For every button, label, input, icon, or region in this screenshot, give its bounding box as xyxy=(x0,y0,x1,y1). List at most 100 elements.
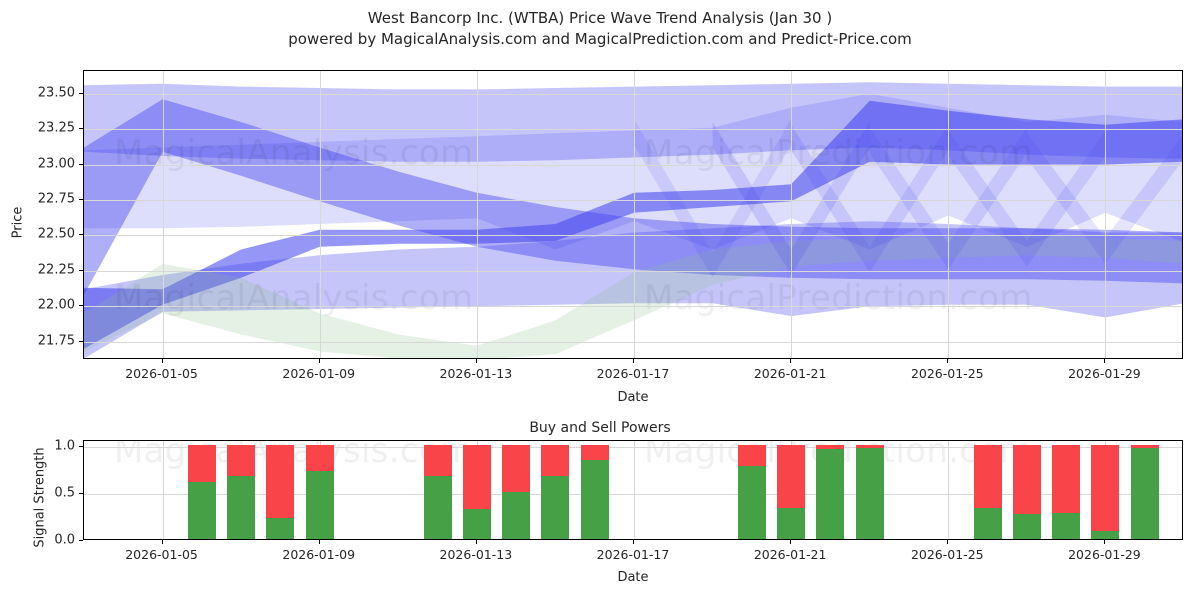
signal-x-tick: 2026-01-25 xyxy=(910,547,984,562)
signal-y-tickmark xyxy=(79,445,83,447)
price-y-tickmark xyxy=(79,234,83,236)
price-gridline-h xyxy=(84,306,1182,308)
price-y-tickmark xyxy=(79,92,83,94)
signal-bar[interactable] xyxy=(462,444,491,539)
signal-bar[interactable] xyxy=(187,444,216,539)
signal-bar[interactable] xyxy=(1012,444,1041,539)
price-y-tick: 23.25 xyxy=(37,120,75,136)
price-chevron-overlay xyxy=(948,130,1106,267)
buy-power-segment xyxy=(541,475,570,539)
signal-x-tickmark xyxy=(318,540,320,544)
price-gridline-h xyxy=(84,341,1182,343)
signal-bar[interactable] xyxy=(737,444,766,539)
signal-x-tick: 2026-01-29 xyxy=(1068,547,1141,562)
signal-bar[interactable] xyxy=(580,444,609,539)
sell-power-segment xyxy=(1130,444,1159,448)
price-y-tickmark xyxy=(79,269,83,271)
price-x-tick: 2026-01-05 xyxy=(125,366,198,381)
price-y-tick: 21.75 xyxy=(37,333,75,349)
sell-power-segment xyxy=(777,444,806,508)
sell-power-segment xyxy=(1052,444,1081,513)
signal-bar[interactable] xyxy=(1091,444,1120,539)
price-y-tickmark xyxy=(79,198,83,200)
buy-power-segment xyxy=(423,475,452,539)
buy-power-segment xyxy=(502,491,531,539)
price-y-tick: 22.50 xyxy=(37,226,75,242)
signal-x-tickmark xyxy=(947,540,949,544)
sell-power-segment xyxy=(580,444,609,460)
signal-x-tickmark xyxy=(790,540,792,544)
signal-gridline-v xyxy=(948,441,950,539)
signal-bar[interactable] xyxy=(1052,444,1081,539)
signal-bar[interactable] xyxy=(855,444,884,539)
signal-bar[interactable] xyxy=(816,444,845,539)
sell-power-segment xyxy=(187,444,216,483)
price-band-descending-band xyxy=(84,99,1182,295)
price-y-tickmark xyxy=(79,305,83,307)
price-x-tick: 2026-01-09 xyxy=(282,366,356,381)
buy-power-segment xyxy=(187,482,216,539)
signal-y-tick: 1.0 xyxy=(54,438,75,454)
sell-power-segment xyxy=(1091,444,1120,531)
price-y-tickmark xyxy=(79,340,83,342)
price-gridline-v xyxy=(791,71,793,358)
signal-bar[interactable] xyxy=(541,444,570,539)
sell-power-segment xyxy=(227,444,256,476)
signal-bar[interactable] xyxy=(266,444,295,539)
signal-x-tickmark xyxy=(633,540,634,544)
price-chart-plot-area: MagicalAnalysis.comMagicalPrediction.com… xyxy=(83,70,1183,359)
price-x-tickmark xyxy=(790,359,792,363)
buy-power-segment xyxy=(737,466,766,539)
signal-bar[interactable] xyxy=(502,444,531,539)
signal-gridline-v xyxy=(162,441,164,539)
buy-power-segment xyxy=(1052,512,1081,539)
price-gridline-h xyxy=(84,164,1182,166)
price-band-ascending-core-band xyxy=(84,100,1182,349)
price-x-tickmark xyxy=(475,359,477,363)
price-y-tick: 22.00 xyxy=(37,297,75,313)
signal-bar[interactable] xyxy=(227,444,256,539)
sell-power-segment xyxy=(541,444,570,476)
price-x-tickmark xyxy=(947,359,949,363)
price-x-axis-label: Date xyxy=(617,390,649,405)
buy-power-segment xyxy=(777,507,806,539)
signal-x-tick: 2026-01-09 xyxy=(282,547,356,562)
price-gridline-h xyxy=(84,129,1182,131)
price-gridline-v xyxy=(634,71,635,358)
buy-power-segment xyxy=(973,507,1002,539)
signal-bar[interactable] xyxy=(1130,444,1159,539)
signal-bar[interactable] xyxy=(305,444,334,539)
price-chevron-overlay xyxy=(1026,133,1182,264)
price-gridline-v xyxy=(948,71,950,358)
price-x-tick: 2026-01-25 xyxy=(910,366,984,381)
price-y-tick: 23.00 xyxy=(37,156,75,171)
buy-power-segment xyxy=(266,518,295,539)
signal-x-tickmark xyxy=(1104,540,1106,544)
sell-power-segment xyxy=(423,444,452,476)
price-x-tick: 2026-01-13 xyxy=(439,366,513,381)
buy-power-segment xyxy=(816,449,845,539)
signal-bar[interactable] xyxy=(423,444,452,539)
title-line-2: powered by MagicalAnalysis.com and Magic… xyxy=(288,30,912,48)
sell-power-segment xyxy=(462,444,491,509)
price-y-tick: 22.75 xyxy=(37,191,75,207)
sell-power-segment xyxy=(973,444,1002,508)
sell-power-segment xyxy=(737,444,766,467)
price-chevron-overlay xyxy=(869,127,1027,270)
signal-y-axis-label: Signal Strength xyxy=(32,447,48,548)
price-x-tick: 2026-01-17 xyxy=(596,366,670,381)
signal-bar[interactable] xyxy=(973,444,1002,539)
sell-power-segment xyxy=(816,444,845,450)
price-gridline-v xyxy=(476,71,478,358)
price-x-tickmark xyxy=(1104,359,1106,363)
buy-power-segment xyxy=(1012,513,1041,539)
price-y-tick: 23.50 xyxy=(37,85,75,101)
signal-x-tick: 2026-01-05 xyxy=(125,547,198,562)
title-line-1: West Bancorp Inc. (WTBA) Price Wave Tren… xyxy=(367,9,833,27)
sell-power-segment xyxy=(305,444,334,472)
signal-bar[interactable] xyxy=(777,444,806,539)
price-gridline-v xyxy=(1105,71,1107,358)
signal-y-tickmark xyxy=(79,540,83,541)
